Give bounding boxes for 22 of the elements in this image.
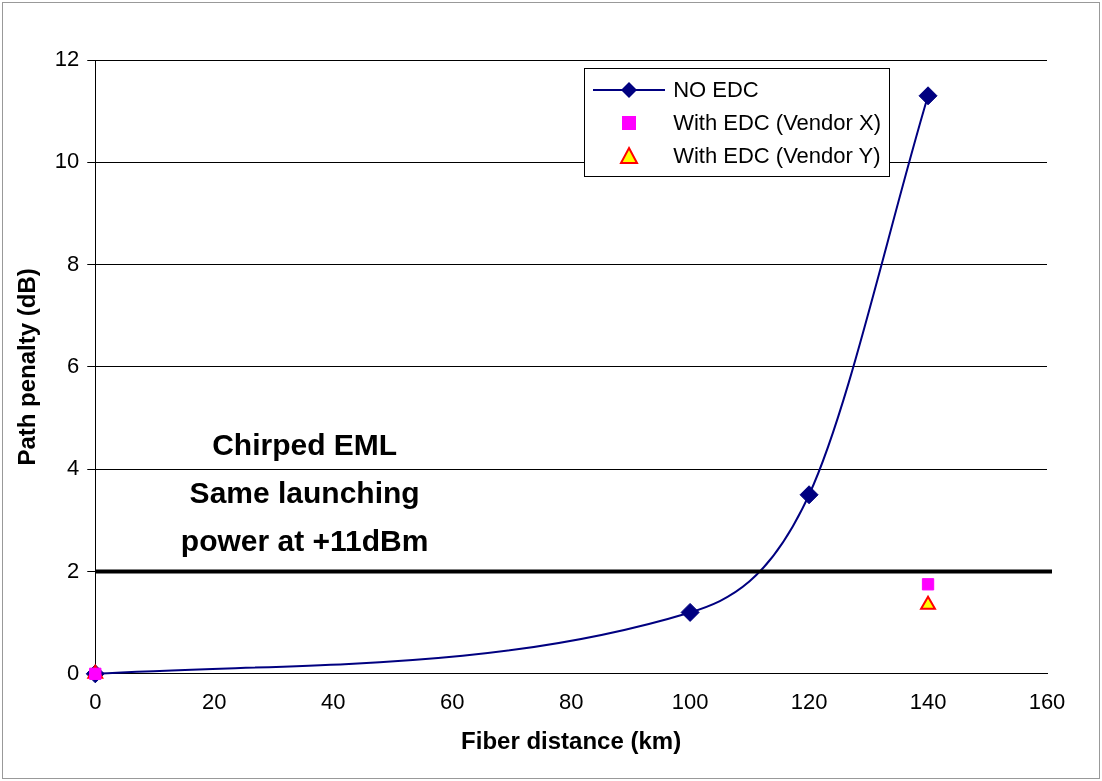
x-tick-label: 140 (909, 689, 947, 715)
legend-label: NO EDC (673, 76, 759, 103)
y-tick-label: 2 (67, 557, 80, 583)
x-tick-label: 160 (1028, 689, 1066, 715)
x-tick-label: 100 (671, 689, 709, 715)
legend-label: With EDC (Vendor X) (673, 109, 881, 136)
annotation: Chirped EML Same launching power at +11dBm (180, 427, 429, 557)
y-tick-label: 4 (67, 455, 80, 481)
x-tick-label: 40 (320, 689, 346, 715)
x-tick-label: 120 (790, 689, 828, 715)
y-tick-label: 0 (67, 659, 80, 685)
x-axis-title: Fiber distance (km) (461, 727, 682, 755)
y-tick-label: 6 (67, 352, 80, 378)
x-tick-label: 0 (89, 689, 102, 715)
y-axis-title: Path penalty (dB) (13, 268, 41, 466)
x-tick-label: 60 (439, 689, 465, 715)
y-tick-label: 8 (67, 250, 80, 276)
x-tick-label: 80 (558, 689, 584, 715)
x-tick-label: 20 (201, 689, 227, 715)
y-tick-label: 12 (54, 46, 80, 72)
legend-label: With EDC (Vendor Y) (673, 142, 881, 169)
y-tick-label: 10 (54, 148, 80, 174)
